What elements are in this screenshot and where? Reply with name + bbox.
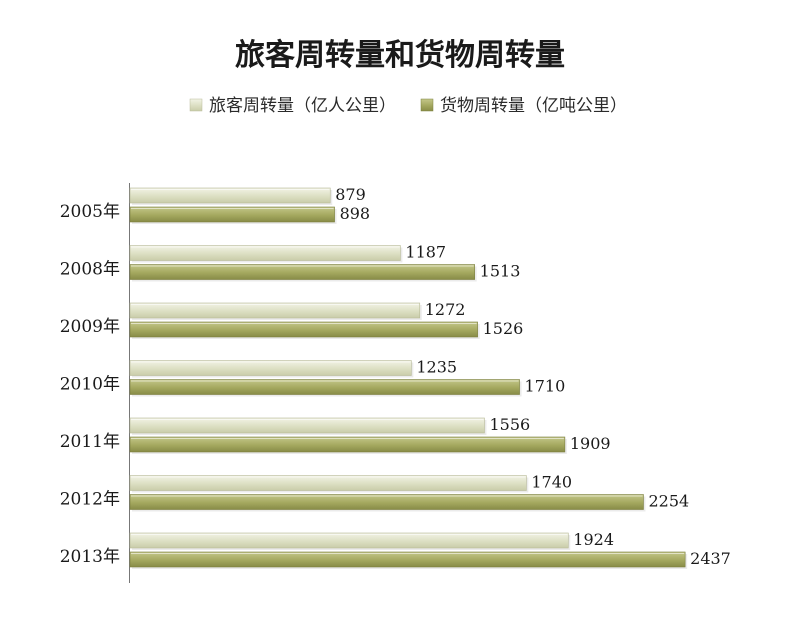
data-label-freight: 1909 <box>570 434 611 453</box>
data-label-passenger: 1187 <box>405 243 446 262</box>
bar-passenger <box>129 302 421 319</box>
bar-freight <box>129 551 686 568</box>
data-label-passenger: 879 <box>335 185 366 204</box>
category-label: 2010年 <box>60 375 120 395</box>
bar-passenger <box>129 532 569 549</box>
legend-label-freight: 货物周转量（亿吨公里） <box>440 96 627 116</box>
category-label: 2009年 <box>60 317 120 337</box>
data-label-freight: 1710 <box>525 377 566 396</box>
data-label-passenger: 1235 <box>416 358 457 377</box>
bar-freight <box>129 379 520 395</box>
data-label-passenger: 1924 <box>573 530 614 549</box>
category-label: 2008年 <box>60 260 120 280</box>
category-label: 2013年 <box>60 547 120 567</box>
legend: 旅客周转量（亿人公里） 货物周转量（亿吨公里） <box>189 96 627 116</box>
bar-passenger <box>129 187 331 204</box>
bar-passenger <box>129 475 527 491</box>
bar-freight <box>129 494 644 510</box>
data-label-passenger: 1556 <box>489 415 530 434</box>
data-label-freight: 1526 <box>483 319 524 338</box>
bar-passenger <box>129 245 401 261</box>
category-label: 2005年 <box>60 202 120 222</box>
chart-title: 旅客周转量和货物周转量 <box>235 38 565 73</box>
bar-passenger <box>129 417 485 434</box>
legend-swatch-passenger <box>189 98 203 112</box>
legend-label-passenger: 旅客周转量（亿人公里） <box>209 96 396 116</box>
data-label-freight: 2437 <box>690 549 731 568</box>
bar-freight <box>129 321 478 338</box>
category-label: 2011年 <box>60 432 120 452</box>
data-label-freight: 1513 <box>480 262 521 281</box>
legend-swatch-freight <box>420 98 434 112</box>
bar-freight <box>129 436 566 453</box>
bar-passenger <box>129 360 412 376</box>
bar-freight <box>129 206 335 223</box>
data-label-passenger: 1272 <box>425 300 466 319</box>
data-label-freight: 2254 <box>648 492 689 511</box>
bar-freight <box>129 264 475 280</box>
data-label-freight: 898 <box>340 204 371 223</box>
category-label: 2012年 <box>60 490 120 510</box>
data-label-passenger: 1740 <box>531 473 572 492</box>
